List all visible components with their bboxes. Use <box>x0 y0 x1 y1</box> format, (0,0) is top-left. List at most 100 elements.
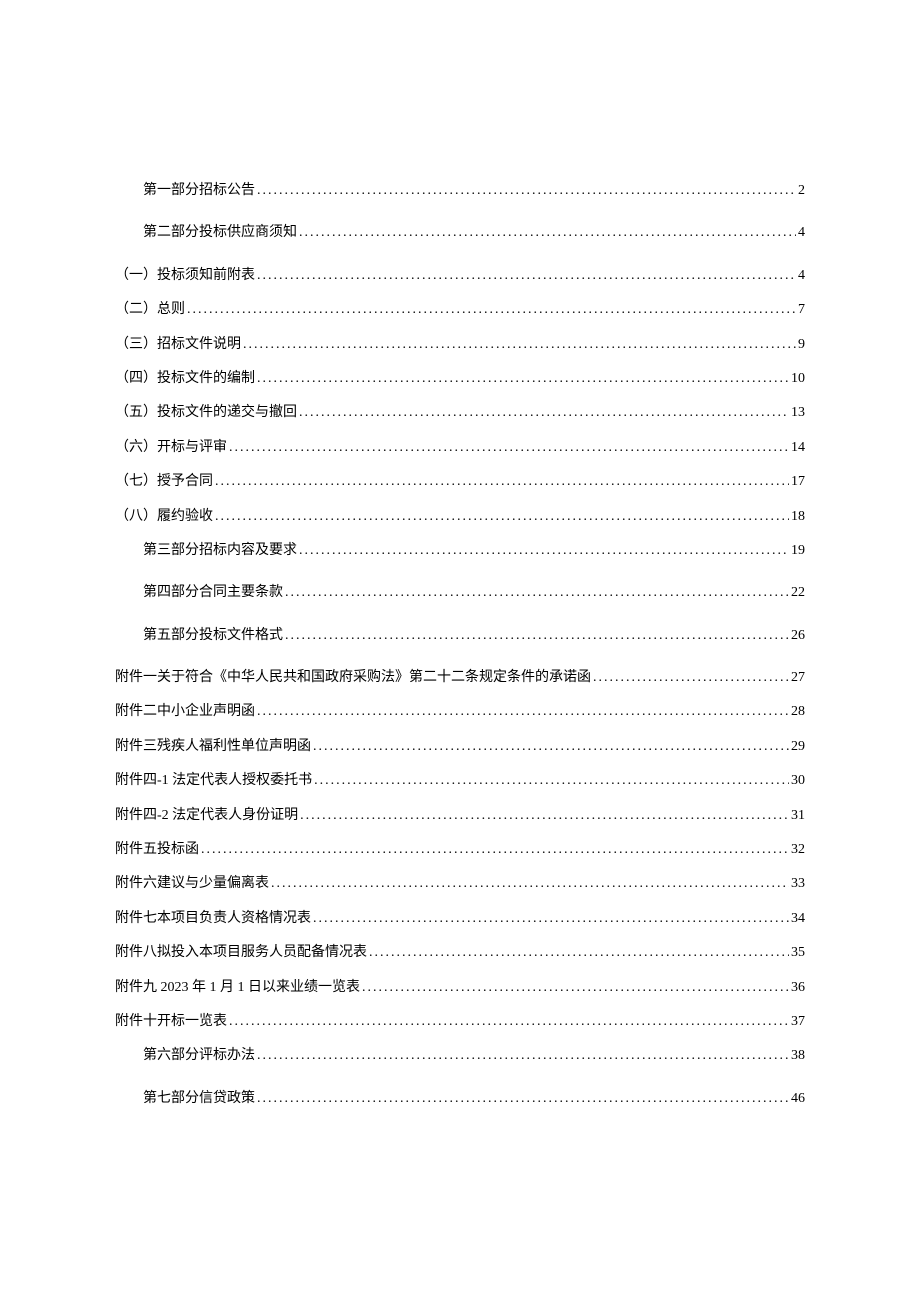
toc-page-number: 19 <box>791 540 805 562</box>
toc-leader-dots <box>257 701 789 723</box>
toc-label: 第一部分招标公告 <box>143 180 255 202</box>
toc-label: 附件四-2 法定代表人身份证明 <box>115 805 298 827</box>
toc-leader-dots <box>285 582 789 604</box>
toc-page-number: 37 <box>791 1011 805 1033</box>
toc-entry: 第七部分信贷政策 46 <box>115 1088 805 1110</box>
toc-label: 附件八拟投入本项目服务人员配备情况表 <box>115 942 367 964</box>
toc-label: 附件十开标一览表 <box>115 1011 227 1033</box>
toc-leader-dots <box>229 437 789 459</box>
toc-label: （四）投标文件的编制 <box>115 368 255 390</box>
toc-label: 第五部分投标文件格式 <box>143 625 283 647</box>
toc-label: 附件七本项目负责人资格情况表 <box>115 908 311 930</box>
toc-page-number: 26 <box>791 625 805 647</box>
toc-entry: 附件五投标函32 <box>115 839 805 861</box>
toc-page-number: 2 <box>798 180 805 202</box>
toc-leader-dots <box>243 334 796 356</box>
toc-label: （一）投标须知前附表 <box>115 265 255 287</box>
toc-page-number: 33 <box>791 873 805 895</box>
toc-leader-dots <box>257 180 796 202</box>
toc-label: 附件三残疾人福利性单位声明函 <box>115 736 311 758</box>
toc-leader-dots <box>299 402 789 424</box>
toc-leader-dots <box>369 942 789 964</box>
toc-entry: 附件七本项目负责人资格情况表 34 <box>115 908 805 930</box>
toc-entry: （二）总则 7 <box>115 299 805 321</box>
toc-leader-dots <box>299 540 789 562</box>
toc-label: （五）投标文件的递交与撤回 <box>115 402 297 424</box>
toc-label: （二）总则 <box>115 299 185 321</box>
toc-page-number: 30 <box>791 770 805 792</box>
toc-page-number: 46 <box>791 1088 805 1110</box>
toc-label: 附件九 2023 年 1 月 1 日以来业绩一览表 <box>115 977 360 999</box>
toc-entry: 第三部分招标内容及要求 19 <box>115 540 805 562</box>
toc-label: （七）授予合同 <box>115 471 213 493</box>
toc-entry: 附件二中小企业声明函 28 <box>115 701 805 723</box>
toc-leader-dots <box>257 368 789 390</box>
toc-entry: 附件四-2 法定代表人身份证明 31 <box>115 805 805 827</box>
toc-entry: （三）招标文件说明 9 <box>115 334 805 356</box>
toc-page-number: 35 <box>791 942 805 964</box>
toc-leader-dots <box>299 222 796 244</box>
toc-leader-dots <box>285 625 789 647</box>
toc-entry: （六）开标与评审 14 <box>115 437 805 459</box>
table-of-contents: 第一部分招标公告 2 第二部分投标供应商须知 4 （一）投标须知前附表 4 （二）总则 7 （三… <box>115 180 805 1110</box>
toc-entry: 附件一关于符合《中华人民共和国政府采购法》第二十二条规定条件的承诺函 27 <box>115 667 805 689</box>
toc-page-number: 22 <box>791 582 805 604</box>
toc-page-number: 9 <box>798 334 805 356</box>
toc-label: 附件五投标函 <box>115 839 199 861</box>
toc-page-number: 14 <box>791 437 805 459</box>
toc-label: 附件一关于符合《中华人民共和国政府采购法》第二十二条规定条件的承诺函 <box>115 667 591 689</box>
toc-entry: 第四部分合同主要条款 22 <box>115 582 805 604</box>
toc-entry: 第一部分招标公告 2 <box>115 180 805 202</box>
toc-entry: （八）履约验收 18 <box>115 506 805 528</box>
toc-leader-dots <box>257 1045 789 1067</box>
toc-label: 第七部分信贷政策 <box>143 1088 255 1110</box>
toc-page-number: 7 <box>798 299 805 321</box>
toc-label: （八）履约验收 <box>115 506 213 528</box>
toc-page-number: 31 <box>791 805 805 827</box>
toc-leader-dots <box>257 265 796 287</box>
toc-page-number: 29 <box>791 736 805 758</box>
toc-entry: （五）投标文件的递交与撤回 13 <box>115 402 805 424</box>
toc-page-number: 28 <box>791 701 805 723</box>
toc-entry: 第五部分投标文件格式 26 <box>115 625 805 647</box>
toc-label: 第三部分招标内容及要求 <box>143 540 297 562</box>
toc-leader-dots <box>362 977 789 999</box>
toc-page-number: 34 <box>791 908 805 930</box>
toc-label: 附件六建议与少量偏离表 <box>115 873 269 895</box>
toc-page-number: 4 <box>798 222 805 244</box>
toc-leader-dots <box>271 873 789 895</box>
toc-label: （三）招标文件说明 <box>115 334 241 356</box>
toc-leader-dots <box>187 299 796 321</box>
toc-label: （六）开标与评审 <box>115 437 227 459</box>
toc-entry: 附件八拟投入本项目服务人员配备情况表 35 <box>115 942 805 964</box>
toc-entry: 第六部分评标办法 38 <box>115 1045 805 1067</box>
toc-entry: 第二部分投标供应商须知 4 <box>115 222 805 244</box>
toc-entry: 附件十开标一览表 37 <box>115 1011 805 1033</box>
toc-entry: 附件三残疾人福利性单位声明函 29 <box>115 736 805 758</box>
toc-page-number: 17 <box>791 471 805 493</box>
toc-page-number: 18 <box>791 506 805 528</box>
toc-leader-dots <box>201 839 789 861</box>
toc-leader-dots <box>313 908 789 930</box>
toc-label: 第四部分合同主要条款 <box>143 582 283 604</box>
toc-leader-dots <box>593 667 789 689</box>
toc-leader-dots <box>314 770 789 792</box>
toc-page-number: 4 <box>798 265 805 287</box>
toc-page-number: 13 <box>791 402 805 424</box>
toc-entry: （四）投标文件的编制 10 <box>115 368 805 390</box>
toc-leader-dots <box>257 1088 789 1110</box>
toc-entry: （一）投标须知前附表 4 <box>115 265 805 287</box>
toc-entry: 附件九 2023 年 1 月 1 日以来业绩一览表36 <box>115 977 805 999</box>
toc-label: 第二部分投标供应商须知 <box>143 222 297 244</box>
toc-page-number: 38 <box>791 1045 805 1067</box>
toc-page-number: 27 <box>791 667 805 689</box>
toc-page-number: 10 <box>791 368 805 390</box>
toc-leader-dots <box>300 805 789 827</box>
toc-label: 附件四-1 法定代表人授权委托书 <box>115 770 312 792</box>
toc-label: 附件二中小企业声明函 <box>115 701 255 723</box>
toc-entry: 附件六建议与少量偏离表 33 <box>115 873 805 895</box>
toc-label: 第六部分评标办法 <box>143 1045 255 1067</box>
toc-leader-dots <box>215 471 789 493</box>
toc-leader-dots <box>215 506 789 528</box>
toc-entry: 附件四-1 法定代表人授权委托书 30 <box>115 770 805 792</box>
